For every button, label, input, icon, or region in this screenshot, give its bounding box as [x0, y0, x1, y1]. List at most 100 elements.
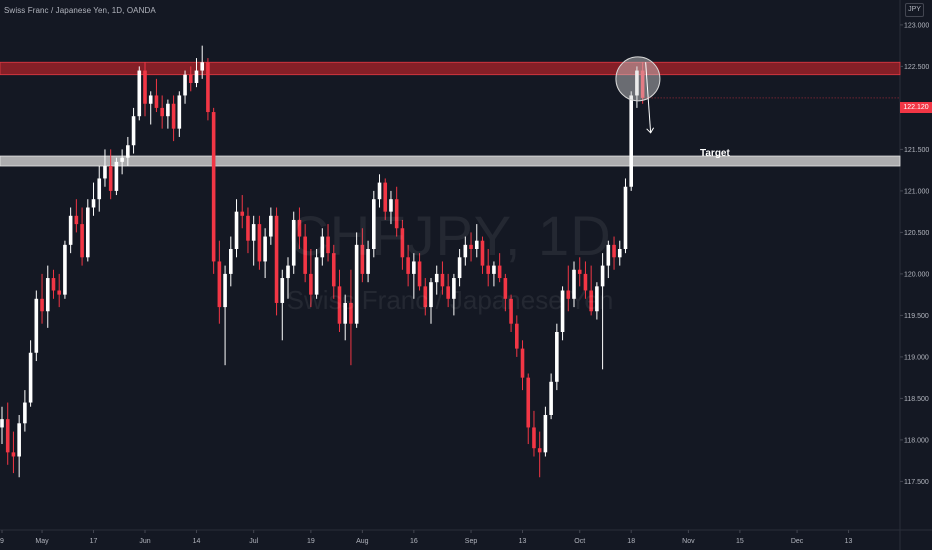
candle-body [331, 253, 336, 287]
candle-body [469, 244, 473, 249]
time-tick-label: Oct [574, 538, 585, 545]
candle-body [366, 249, 370, 274]
candle-body [194, 70, 199, 83]
candle-body [57, 290, 61, 295]
candle-body [566, 290, 571, 299]
candle-body [492, 265, 496, 274]
candle-body [166, 103, 170, 117]
time-tick-label: May [35, 538, 49, 545]
candle-body [440, 273, 445, 287]
price-tick-label: 119.500 [904, 313, 929, 320]
candle-body [68, 215, 73, 245]
candle-body [154, 95, 159, 108]
candle-body [526, 377, 531, 428]
zone-layer [0, 61, 901, 167]
candle-body [452, 278, 456, 299]
candle-body [211, 112, 216, 262]
time-tick-label: Aug [356, 538, 369, 545]
candle-body [320, 236, 325, 258]
candle-body [406, 257, 410, 274]
candle-body [497, 265, 502, 279]
candle-body [515, 323, 519, 349]
price-tick-label: 122.500 [904, 64, 929, 71]
candle-body [108, 166, 113, 191]
candle-body [509, 298, 513, 324]
price-axis[interactable]: 117.500 118.000 118.500 119.000 119.500 120.0… [900, 22, 929, 486]
time-axis[interactable]: 9 May 17 Jun 14 Jul 19 Aug 16 Sep 13 Oct 18 Nov 15 Dec 1… [0, 530, 853, 545]
candle-body [229, 249, 233, 274]
candle-body [640, 70, 645, 98]
candle-body [537, 448, 542, 453]
candle-body [240, 211, 245, 216]
candle-body [80, 224, 84, 258]
candle-body [595, 286, 599, 312]
candle-body [183, 74, 187, 96]
candle-body [532, 427, 536, 449]
candle-body [434, 273, 439, 283]
candle-body [74, 215, 79, 225]
candle-body [463, 244, 468, 258]
candle-body [520, 348, 525, 378]
price-tick-label: 123.000 [904, 22, 929, 29]
candle-body [40, 298, 44, 312]
time-tick-label: 13 [845, 538, 853, 545]
candle-body [446, 286, 450, 299]
currency-badge[interactable]: JPY [905, 3, 924, 17]
candle-body [217, 261, 222, 308]
candle-body [86, 207, 90, 258]
price-tick-label: 118.000 [904, 437, 929, 444]
candle-body [589, 290, 593, 312]
candle-body [360, 244, 365, 274]
candle-body [114, 161, 119, 191]
candle-body [131, 116, 136, 146]
candle-body [303, 236, 307, 274]
candle-body [177, 95, 182, 129]
down-arrow-shaft [645, 62, 652, 133]
time-tick-label: 18 [627, 538, 635, 545]
candle-body [309, 273, 313, 295]
candle-body [429, 282, 433, 308]
price-tick-label: 117.500 [904, 479, 929, 486]
candle-body [457, 257, 462, 279]
price-tick-label: 119.000 [904, 354, 929, 361]
candle-body [326, 236, 330, 254]
candle-body [543, 415, 548, 453]
watermark-name: Swiss Franc / Japanese Yen [286, 285, 614, 315]
watermark-symbol: CHFJPY, 1D [288, 204, 612, 267]
resistance-zone [0, 61, 901, 76]
candle-body [223, 273, 227, 308]
candle-body [188, 74, 193, 83]
candle-body [612, 244, 616, 258]
chart-title: Swiss Franc / Japanese Yen, 1D, OANDA [4, 6, 156, 15]
price-tick-label: 121.500 [904, 147, 929, 154]
down-arrow-head [646, 127, 655, 134]
time-tick-label: 15 [736, 538, 744, 545]
time-tick-label: 17 [90, 538, 98, 545]
price-tick-label: 120.000 [904, 271, 929, 278]
candle-body [417, 261, 422, 287]
target-zone [0, 155, 901, 167]
candle-body [23, 402, 27, 424]
candle-body [560, 290, 565, 332]
price-tick-label: 118.500 [904, 396, 929, 403]
candle-body [617, 249, 622, 258]
candle-body [314, 257, 319, 295]
price-tick-label: 120.500 [904, 230, 929, 237]
candle-body [377, 182, 382, 200]
highlight-circle [615, 56, 661, 102]
candle-body [251, 224, 256, 241]
candle-body [394, 199, 399, 229]
candle-body [269, 215, 273, 237]
candle-body [126, 145, 130, 158]
candle-body [34, 298, 39, 353]
time-tick-label: 9 [0, 538, 4, 545]
candle-body [97, 178, 102, 200]
candle-body [137, 70, 142, 117]
candle-body [160, 107, 164, 117]
candle-body [297, 219, 302, 237]
candle-body [572, 269, 576, 299]
candle-body [372, 199, 376, 249]
candle-body [480, 240, 485, 266]
candle-body [286, 265, 290, 279]
